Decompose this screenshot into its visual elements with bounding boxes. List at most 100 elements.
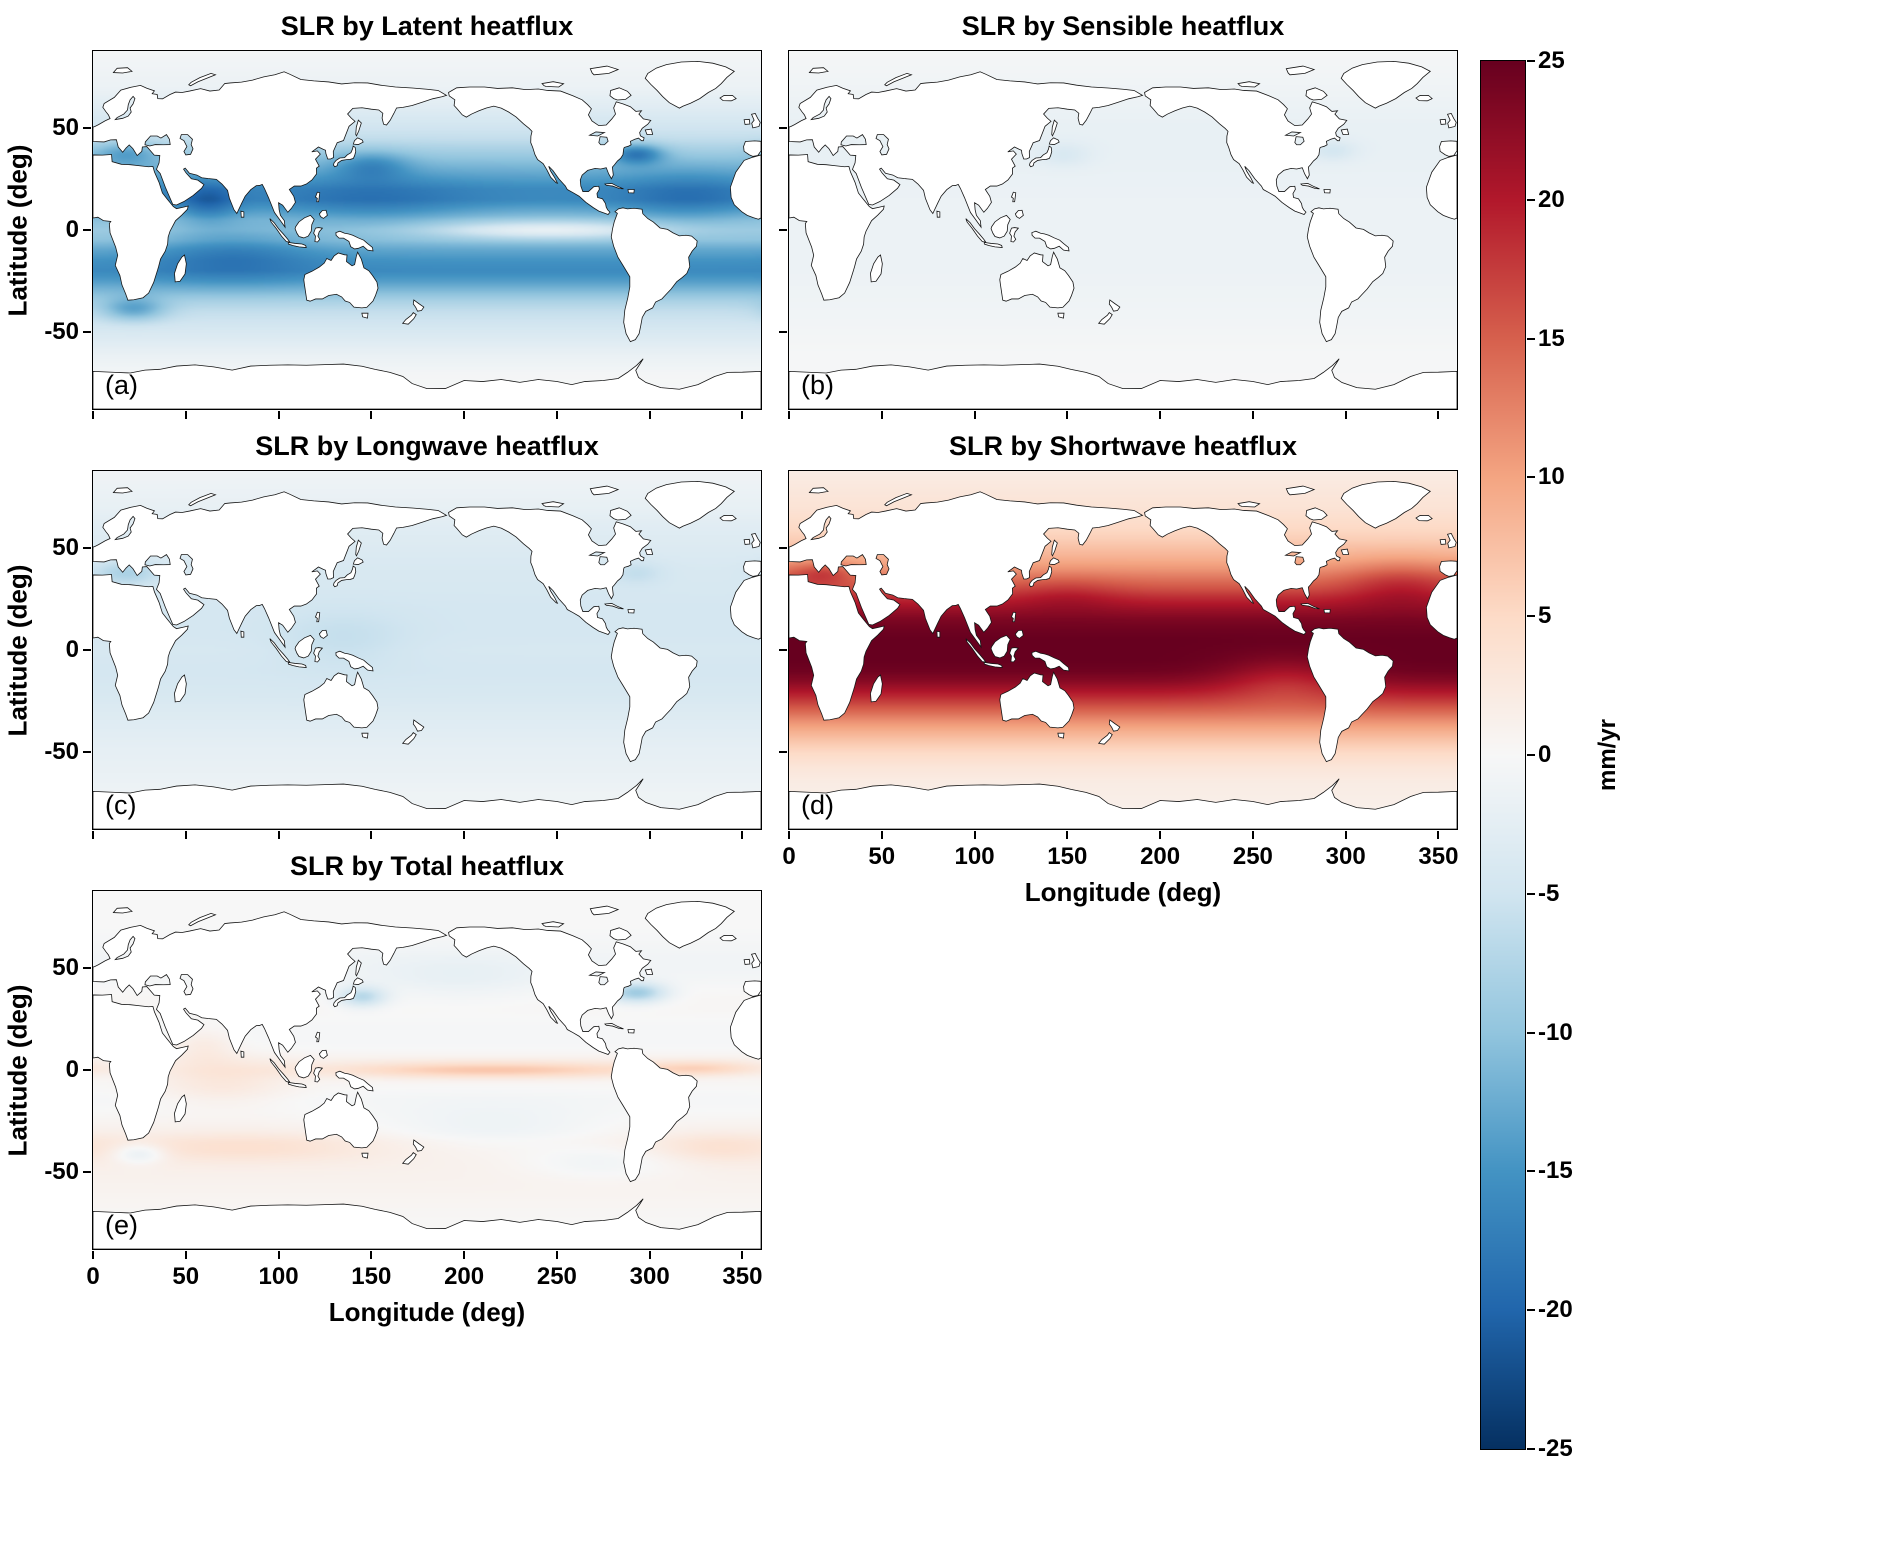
panel-title: SLR by Latent heatflux [280, 11, 574, 41]
colorbar-tick-label: 25 [1538, 47, 1565, 74]
x-tick [184, 1250, 187, 1259]
x-tick [1159, 830, 1162, 839]
map-area: (e) [93, 891, 761, 1249]
x-tick-label: 50 [172, 1263, 200, 1290]
colorbar-tick [1526, 615, 1535, 618]
x-tick [555, 830, 558, 839]
coastline-path [789, 481, 1457, 829]
colorbar-tick [1526, 754, 1535, 756]
x-tick-label: 200 [444, 1263, 485, 1290]
y-axis-label-text: Latitude (deg) [2, 144, 33, 316]
colorbar-tick-label: -10 [1538, 1018, 1573, 1046]
panel-title: SLR by Longwave heatflux [255, 431, 599, 461]
x-tick-label: 200 [1140, 843, 1181, 870]
x-tick-label: 0 [782, 843, 796, 870]
coastline-overlay [789, 471, 1457, 829]
x-tick [370, 1250, 373, 1259]
panel-latent-heatflux: SLR by Latent heatflux (a) Latitude (deg… [3, 11, 762, 419]
colorbar-gradient [1481, 61, 1525, 1449]
y-tick-label: 50 [52, 954, 79, 982]
y-tick [83, 649, 92, 651]
y-tick [83, 127, 92, 130]
colorbar-tick-label: 10 [1538, 463, 1565, 491]
x-tick-label: 100 [258, 1263, 299, 1290]
y-axis-label: Latitude (deg) [1, 891, 35, 1249]
y-tick [779, 127, 788, 130]
y-tick-label: -50 [44, 1157, 79, 1185]
x-tick [1437, 830, 1440, 839]
x-tick [1159, 410, 1162, 419]
x-tick [648, 830, 651, 839]
x-tick-label: 50 [868, 843, 896, 870]
x-tick [184, 830, 187, 839]
colorbar-tick-label: 0 [1538, 741, 1552, 768]
y-tick [83, 1069, 92, 1071]
y-tick-label: 50 [52, 534, 79, 562]
y-tick [83, 1170, 92, 1173]
y-tick-label: 0 [65, 636, 79, 663]
x-tick [1066, 830, 1069, 839]
map-area: (d) [789, 471, 1457, 829]
x-tick-label: 350 [1418, 843, 1459, 870]
y-tick [779, 330, 788, 333]
colorbar-tick-label: -20 [1538, 1296, 1573, 1324]
y-tick-label: -50 [44, 737, 79, 765]
colorbar-tick [1526, 476, 1535, 479]
y-tick [779, 547, 788, 550]
x-axis-label: Longitude (deg) [328, 1297, 526, 1327]
colorbar-tick-label: 15 [1538, 324, 1565, 352]
x-tick [92, 410, 94, 419]
x-tick [973, 830, 976, 839]
x-tick [788, 830, 790, 839]
x-tick [92, 1250, 94, 1259]
colorbar-tick [1526, 1309, 1535, 1312]
y-tick [83, 229, 92, 231]
colorbar-tick-label: -15 [1538, 1157, 1573, 1185]
x-tick [463, 410, 466, 419]
x-tick-label: 350 [722, 1263, 763, 1290]
colorbar-tick [1526, 60, 1535, 62]
x-tick [788, 410, 790, 419]
coastline-overlay [789, 51, 1457, 409]
x-tick [741, 830, 744, 839]
panel-shortwave-heatflux: SLR by Shortwave heatflux (d) Longitude … [779, 431, 1458, 907]
x-tick [741, 410, 744, 419]
x-tick [92, 830, 94, 839]
y-axis-label-text: Latitude (deg) [2, 564, 33, 736]
y-tick [779, 750, 788, 753]
x-tick [463, 830, 466, 839]
x-tick [370, 410, 373, 419]
y-tick [779, 229, 788, 231]
x-tick [463, 1250, 466, 1259]
x-tick [277, 410, 280, 419]
panel-title: SLR by Shortwave heatflux [948, 431, 1298, 461]
coastline-overlay [93, 891, 761, 1249]
map-area: (c) [93, 471, 761, 829]
x-tick-label: 150 [1047, 843, 1088, 870]
y-axis-label: Latitude (deg) [1, 51, 35, 409]
x-tick-label: 300 [1325, 843, 1366, 870]
x-tick [648, 410, 651, 419]
colorbar-tick [1526, 1448, 1535, 1450]
panel-letter: (c) [105, 790, 137, 820]
panel-letter: (d) [801, 790, 834, 820]
x-tick [184, 410, 187, 419]
x-tick-label: 250 [536, 1263, 577, 1290]
x-tick-label: 250 [1232, 843, 1273, 870]
colorbar-units: mm/yr [1591, 61, 1625, 1449]
colorbar-tick [1526, 1031, 1535, 1034]
x-tick [973, 410, 976, 419]
colorbar-tick-label: 20 [1538, 185, 1565, 213]
map-area: (a) [93, 51, 761, 409]
y-tick [83, 750, 92, 753]
x-tick [741, 1250, 744, 1259]
y-axis-label: Latitude (deg) [1, 471, 35, 829]
coastline-path [93, 61, 761, 409]
colorbar-tick [1526, 892, 1535, 895]
y-tick-label: 0 [65, 1056, 79, 1083]
x-tick [1437, 410, 1440, 419]
x-tick [555, 410, 558, 419]
panel-letter: (b) [801, 370, 834, 400]
x-tick [880, 410, 883, 419]
